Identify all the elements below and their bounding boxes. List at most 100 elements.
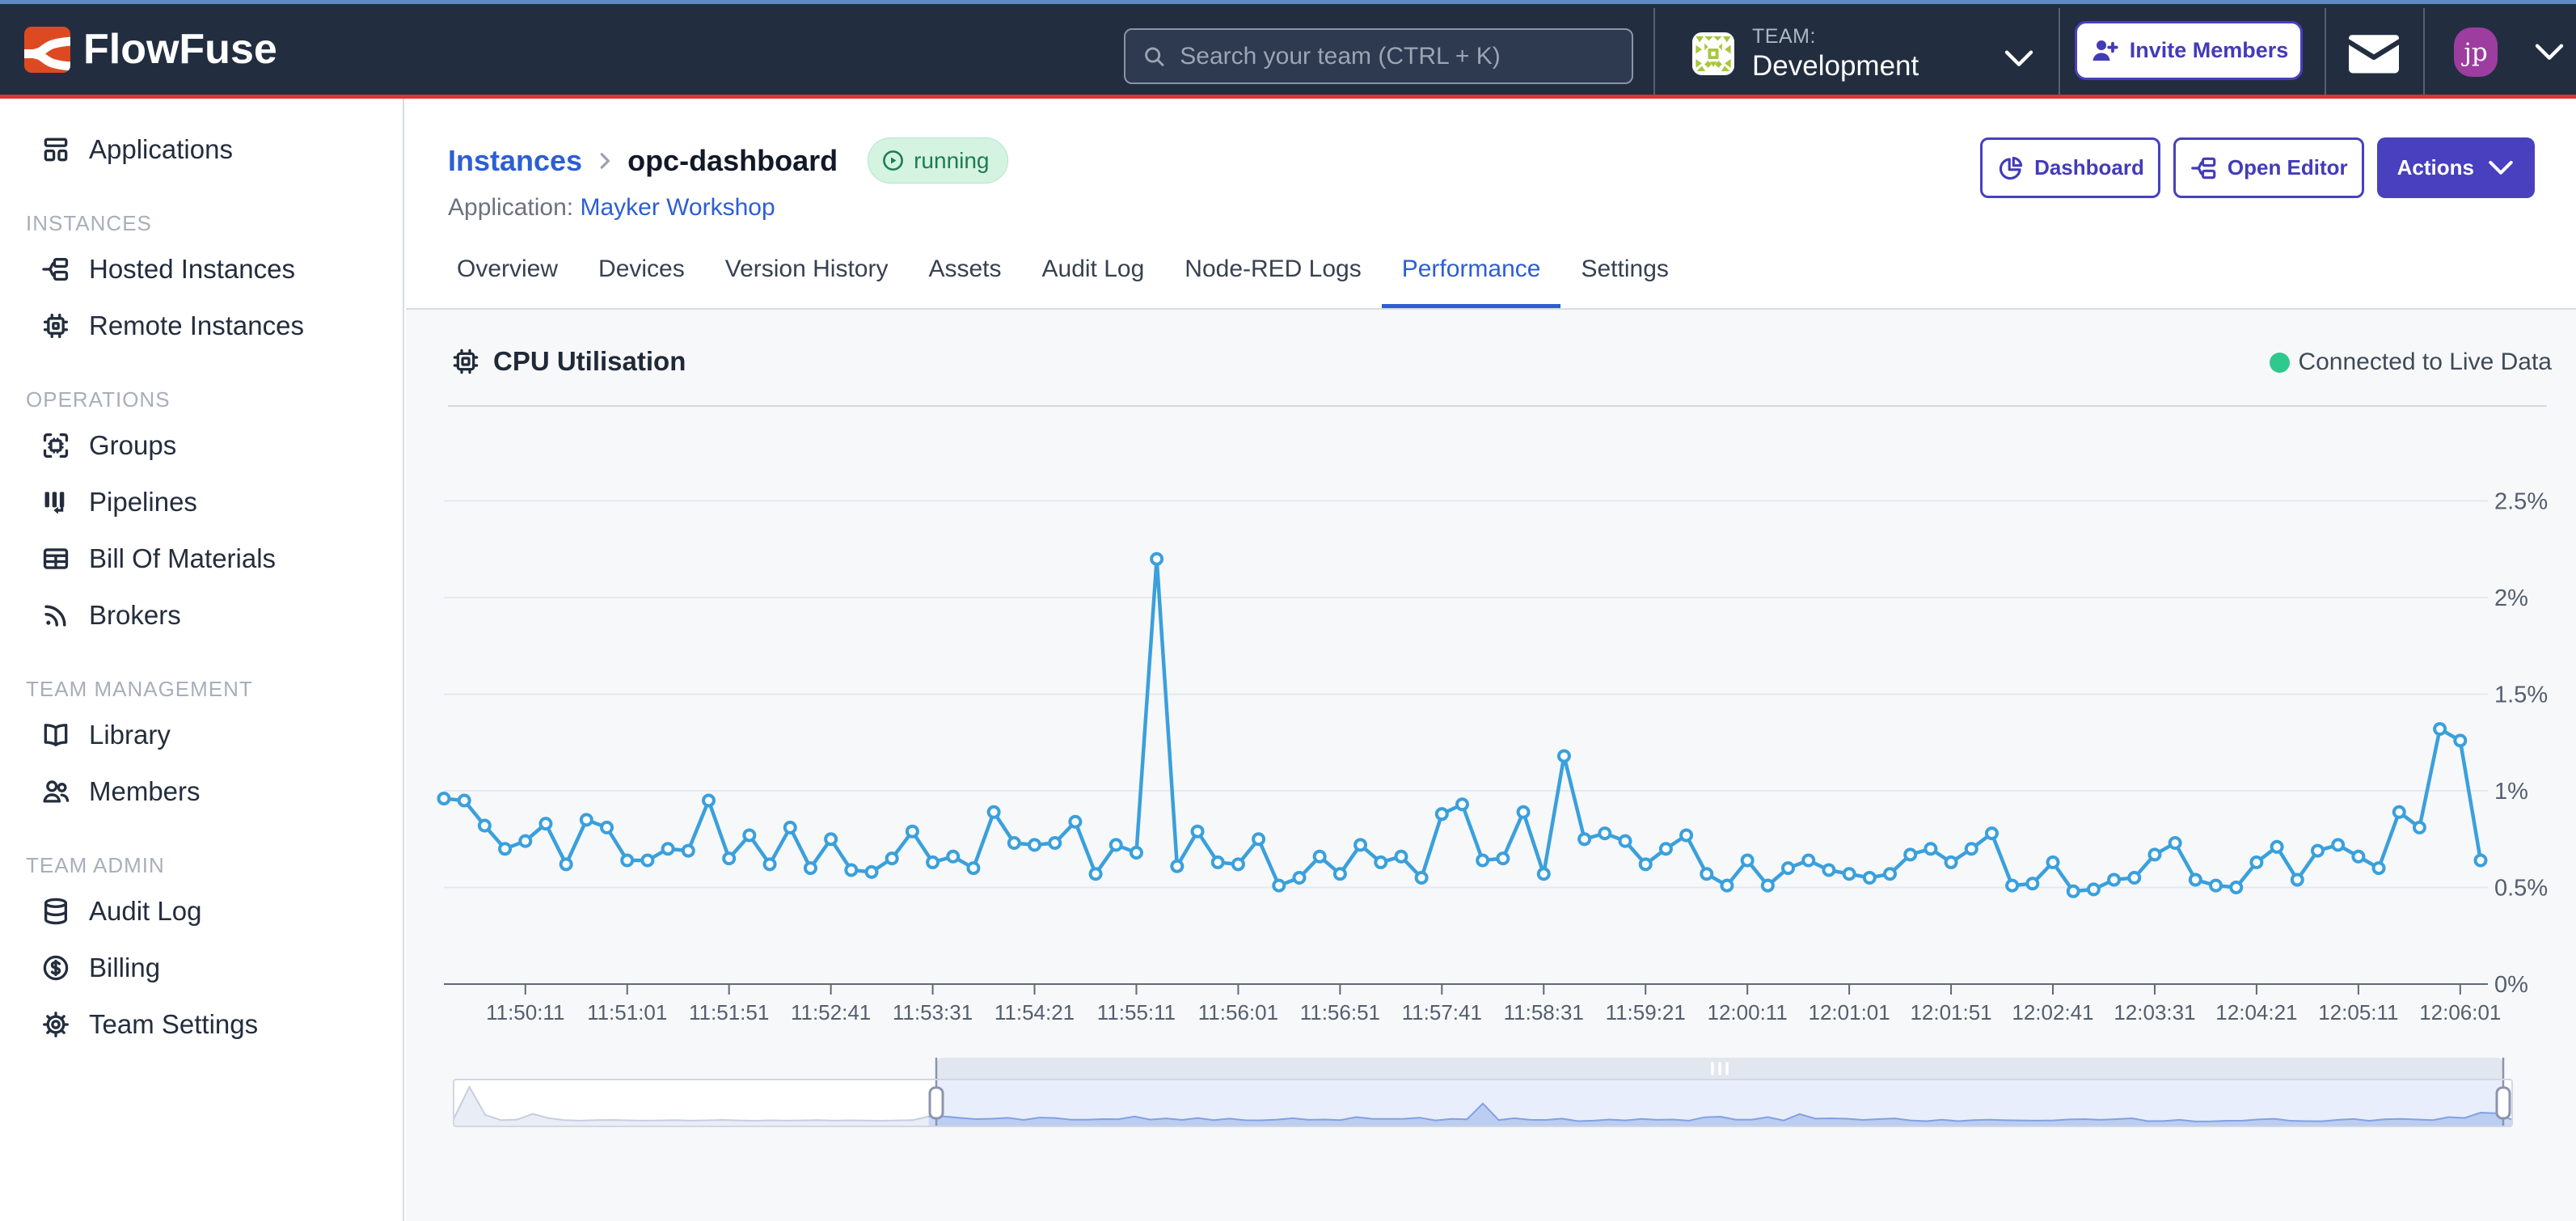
invite-members-icon — [2092, 40, 2118, 61]
actions-button[interactable]: Actions — [2376, 137, 2535, 198]
svg-text:11:50:11: 11:50:11 — [486, 1000, 564, 1025]
flowfuse-logo-icon — [24, 26, 70, 73]
top-accent-bar — [0, 0, 2576, 4]
svg-text:12:02:41: 12:02:41 — [2012, 1000, 2093, 1025]
sidebar-item-pipelines[interactable]: Pipelines — [0, 474, 403, 530]
sidebar-item-audit-log[interactable]: Audit Log — [0, 883, 403, 940]
sidebar-item-members[interactable]: Members — [0, 763, 403, 820]
sidebar-header-operations: OPERATIONS — [26, 387, 171, 412]
sidebar-item-label: Bill Of Materials — [89, 543, 277, 573]
sidebar-item-label: Billing — [89, 953, 161, 982]
nav-divider-3 — [2325, 8, 2326, 99]
page-title: opc-dashboard — [627, 143, 838, 177]
tab-node-red-logs[interactable]: Node-RED Logs — [1185, 256, 1362, 282]
svg-text:11:54:21: 11:54:21 — [995, 1000, 1075, 1025]
tab-devices[interactable]: Devices — [598, 256, 685, 282]
sidebar-item-label: Team Settings — [89, 1009, 259, 1039]
svg-text:2.5%: 2.5% — [2494, 489, 2548, 515]
sidebar-item-billing[interactable]: Billing — [0, 940, 403, 996]
svg-text:11:53:31: 11:53:31 — [893, 1000, 973, 1025]
navbar: FlowFuse TEAM: Developme — [0, 4, 2576, 99]
svg-text:11:55:11: 11:55:11 — [1097, 1000, 1176, 1025]
sidebar-item-library[interactable]: Library — [0, 707, 403, 763]
nav-divider-4 — [2423, 8, 2425, 99]
chart-header-divider — [448, 405, 2547, 407]
audit-log-icon — [44, 898, 68, 925]
sidebar-item-hosted-instances[interactable]: Hosted Instances — [0, 241, 403, 298]
sidebar-item-label: Hosted Instances — [89, 254, 295, 284]
user-avatar: jp — [2454, 27, 2498, 77]
cpu-utilisation-chart: 0% 0.5% 1% 1.5% 2% 2.5% 11:50:11 11:51:01 11:51:… — [437, 489, 2548, 1025]
svg-text:12:04:21: 12:04:21 — [2215, 1000, 2297, 1025]
sidebar-item-label: Remote Instances — [89, 311, 304, 340]
header-buttons: Dashboard Open Editor Actions — [1980, 137, 2535, 198]
cpu-chip-icon — [453, 349, 479, 374]
tab-settings[interactable]: Settings — [1581, 256, 1669, 282]
mail-icon — [2349, 35, 2399, 74]
svg-text:11:51:01: 11:51:01 — [587, 1000, 667, 1025]
team-label: TEAM: — [1752, 24, 1816, 48]
tab-version-history[interactable]: Version History — [724, 256, 889, 282]
tab-audit-log[interactable]: Audit Log — [1041, 256, 1145, 282]
svg-text:2%: 2% — [2494, 585, 2528, 611]
live-status-dot — [2270, 352, 2291, 373]
application-line: Application: Mayker Workshop — [448, 194, 775, 222]
svg-text:12:06:01: 12:06:01 — [2419, 1000, 2501, 1025]
status-badge: running — [868, 137, 1008, 184]
svg-text:11:51:51: 11:51:51 — [689, 1000, 769, 1025]
notifications-button[interactable] — [2345, 27, 2403, 80]
running-play-icon — [883, 150, 903, 171]
team-selector[interactable]: TEAM: Development — [1655, 8, 2059, 99]
dashboard-pie-icon — [1999, 156, 2023, 180]
svg-text:11:58:31: 11:58:31 — [1504, 1000, 1584, 1025]
members-icon — [43, 780, 70, 803]
open-editor-button[interactable]: Open Editor — [2173, 137, 2364, 198]
pipelines-icon — [44, 492, 65, 514]
main-panel: Instances opc-dashboard running Applicat… — [406, 99, 2576, 1221]
team-name: Development — [1752, 49, 1919, 82]
sidebar-item-applications[interactable]: Applications — [0, 121, 403, 178]
applications-icon — [44, 137, 68, 162]
sidebar-item-bill-of-materials[interactable]: Bill Of Materials — [0, 530, 403, 587]
dashboard-button[interactable]: Dashboard — [1980, 137, 2160, 198]
svg-text:12:01:51: 12:01:51 — [1910, 1000, 1991, 1025]
flowfuse-logo[interactable]: FlowFuse — [0, 25, 277, 74]
sidebar-item-label: Applications — [89, 134, 233, 164]
svg-text:11:56:51: 11:56:51 — [1300, 1000, 1380, 1025]
page-header: Instances opc-dashboard running Applicat… — [406, 99, 2576, 243]
sidebar-item-label: Library — [89, 720, 171, 750]
tab-overview[interactable]: Overview — [457, 256, 559, 282]
application-label: Application: — [448, 194, 574, 221]
sidebar-item-groups[interactable]: Groups — [0, 417, 403, 474]
user-menu[interactable]: jp — [2454, 27, 2565, 77]
svg-text:11:52:41: 11:52:41 — [791, 1000, 871, 1025]
dashboard-button-label: Dashboard — [2034, 155, 2144, 180]
performance-content: CPU Utilisation Connected to Live Data 0… — [406, 310, 2576, 1221]
live-status-label: Connected to Live Data — [2298, 349, 2552, 375]
search-icon — [1145, 47, 1164, 66]
live-status: Connected to Live Data — [2270, 349, 2552, 376]
open-editor-button-label: Open Editor — [2227, 155, 2348, 180]
tab-performance[interactable]: Performance — [1381, 243, 1561, 310]
svg-text:11:57:41: 11:57:41 — [1402, 1000, 1482, 1025]
sidebar-item-label: Brokers — [89, 600, 181, 630]
svg-text:12:00:11: 12:00:11 — [1708, 1000, 1788, 1025]
svg-text:11:59:21: 11:59:21 — [1606, 1000, 1686, 1025]
application-link[interactable]: Mayker Workshop — [580, 194, 775, 221]
bill-of-materials-icon — [43, 548, 69, 569]
brokers-icon — [44, 605, 66, 627]
team-chevron-down-icon[interactable] — [2003, 49, 2035, 70]
sidebar: Applications INSTANCES Hosted Instances … — [0, 99, 404, 1221]
tab-bar: Overview Devices Version History Assets … — [437, 243, 2576, 310]
breadcrumb-instances-link[interactable]: Instances — [448, 143, 583, 177]
svg-text:11:56:01: 11:56:01 — [1198, 1000, 1278, 1025]
remote-instances-icon — [43, 313, 69, 339]
search-input[interactable] — [1180, 42, 1615, 70]
sidebar-item-remote-instances[interactable]: Remote Instances — [0, 298, 403, 354]
sidebar-item-brokers[interactable]: Brokers — [0, 587, 403, 644]
chart-range-navigator[interactable] — [406, 1047, 2576, 1156]
tab-assets[interactable]: Assets — [928, 256, 1002, 282]
team-search[interactable] — [1124, 28, 1633, 84]
invite-members-button[interactable]: Invite Members — [2075, 21, 2303, 80]
sidebar-item-team-settings[interactable]: Team Settings — [0, 996, 403, 1053]
